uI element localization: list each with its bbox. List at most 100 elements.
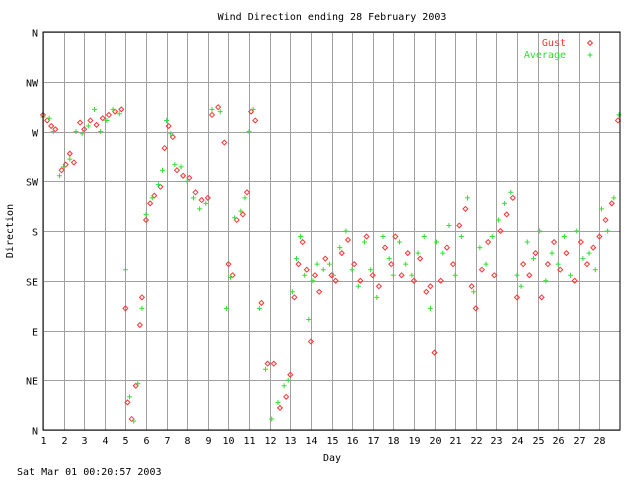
legend-average-marker [587,52,593,58]
gust-point [375,283,383,290]
average-point [343,228,349,234]
average-point [217,109,223,115]
average-point [197,206,203,212]
gust-point [105,111,113,119]
average-point [168,131,174,137]
legend-gust-marker [586,39,594,47]
x-tick-label: 28 [593,436,605,447]
x-tick-label: 10 [222,436,234,447]
average-point [349,267,355,273]
average-point [85,123,91,129]
footer-timestamp: Sat Mar 01 00:20:57 2003 [17,467,162,478]
average-point [598,206,604,212]
x-tick-label: 1 [40,436,46,447]
gust-point [287,371,294,378]
gust-point [513,294,521,301]
legend-average-label: Average [524,50,566,61]
gust-point [70,159,78,166]
average-point [415,250,421,256]
x-tick-label: 19 [408,436,420,447]
average-point [160,167,166,173]
average-point [471,289,477,295]
average-point [104,117,110,123]
gust-point [48,122,55,130]
gust-series [39,104,622,423]
gust-point [520,261,527,268]
gust-point [124,399,131,406]
gust-point [243,189,251,196]
average-point [263,366,269,372]
gust-point [138,294,146,301]
gust-point [538,294,545,301]
average-point [434,239,440,245]
x-tick-label: 27 [573,436,585,447]
gust-point [58,167,65,174]
average-point [326,261,332,267]
gust-point [456,222,463,229]
average-point [293,256,299,262]
gust-point [410,277,418,284]
average-point [561,234,567,240]
gust-point [602,216,609,224]
chart-title: Wind Direction ending 28 February 2003 [218,12,447,23]
average-point [514,272,520,278]
gust-point [497,227,504,235]
gust-point [363,233,370,240]
x-tick-label: 13 [284,436,296,447]
gust-point [87,117,94,124]
gust-point [258,299,265,306]
x-tick-label: 14 [305,436,317,447]
gust-point [590,244,597,251]
x-tick-label: 20 [429,436,441,447]
y-tick-label: NE [26,377,38,388]
gust-point [462,205,469,212]
y-tick-label: E [32,328,38,339]
average-point [172,162,178,168]
x-tick-label: 8 [184,436,190,447]
average-point [374,294,380,300]
gust-point [208,111,216,119]
gust-point [291,294,298,301]
gust-point [491,272,498,279]
gust-point [161,144,168,152]
gust-point [239,211,246,218]
average-point [79,131,85,137]
gust-point [252,117,259,124]
average-point [568,272,574,278]
average-point [337,245,343,251]
gust-point [283,393,290,400]
gust-point [307,338,314,345]
gust-point [122,305,129,312]
average-point [549,250,555,256]
gust-point [165,122,172,130]
average-point [368,267,374,273]
average-point [409,272,415,278]
average-point [238,208,244,214]
average-point [421,234,427,240]
average-point [298,234,304,240]
average-point [314,261,320,267]
gust-point [563,250,570,257]
average-point [518,283,524,289]
average-point [397,239,403,245]
gust-point [478,266,486,273]
average-point [110,106,116,112]
average-point [203,200,209,206]
average-point [73,129,79,134]
y-tick-label: N [32,427,38,438]
average-point [250,106,256,112]
average-point [92,106,98,112]
legend-gust-label: Gust [542,38,566,49]
gust-point [571,277,578,284]
average-point [275,399,281,405]
gust-point [169,133,176,141]
gust-point [472,305,479,312]
gust-point [311,272,319,279]
gust-point [431,349,438,356]
average-point [403,261,409,267]
average-point [50,129,56,134]
average-point [465,195,471,201]
gust-point [147,200,154,207]
